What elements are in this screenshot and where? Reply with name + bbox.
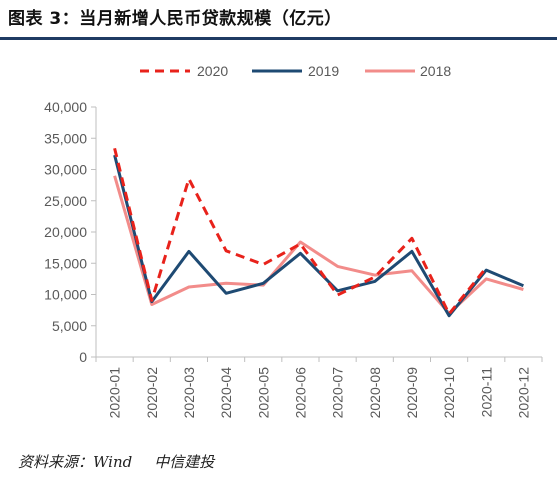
x-tick-label: 2020-10 bbox=[441, 367, 457, 419]
x-tick-label: 2020-12 bbox=[515, 367, 531, 419]
source-note: 资料来源：Wind 中信建投 bbox=[18, 451, 214, 472]
source-label: 资料来源： bbox=[18, 453, 94, 471]
y-tick-label: 30,000 bbox=[44, 162, 87, 178]
series-line-2018 bbox=[113, 175, 524, 315]
x-tick-label: 2020-03 bbox=[181, 367, 197, 419]
source-name: Wind bbox=[93, 453, 133, 471]
x-tick-label: 2020-05 bbox=[255, 367, 271, 419]
y-tick-label: 10,000 bbox=[44, 287, 87, 303]
y-tick-label: 20,000 bbox=[44, 224, 87, 240]
x-tick-label: 2020-09 bbox=[404, 367, 420, 419]
x-tick-label: 2020-02 bbox=[144, 367, 160, 419]
x-tick-label: 2020-06 bbox=[292, 367, 308, 419]
legend-label-2019: 2019 bbox=[308, 63, 339, 79]
x-tick-label: 2020-07 bbox=[330, 367, 346, 419]
y-tick-label: 15,000 bbox=[44, 255, 87, 271]
y-tick-label: 35,000 bbox=[44, 130, 87, 146]
legend-label-2018: 2018 bbox=[420, 63, 451, 79]
y-tick-label: 5,000 bbox=[52, 318, 87, 334]
x-tick-label: 2020-08 bbox=[367, 367, 383, 419]
y-tick-label: 25,000 bbox=[44, 193, 87, 209]
title-rule bbox=[0, 37, 557, 40]
x-tick-label: 2020-01 bbox=[107, 367, 123, 419]
x-tick-label: 2020-11 bbox=[478, 367, 494, 418]
y-tick-label: 0 bbox=[79, 349, 87, 365]
source-org: 中信建投 bbox=[154, 453, 215, 471]
y-tick-label: 40,000 bbox=[44, 99, 87, 115]
figure-title: 图表 3：当月新增人民币贷款规模（亿元） bbox=[8, 9, 342, 29]
legend-label-2020: 2020 bbox=[197, 63, 228, 79]
series-line-2020 bbox=[113, 147, 488, 316]
x-tick-label: 2020-04 bbox=[218, 367, 234, 419]
